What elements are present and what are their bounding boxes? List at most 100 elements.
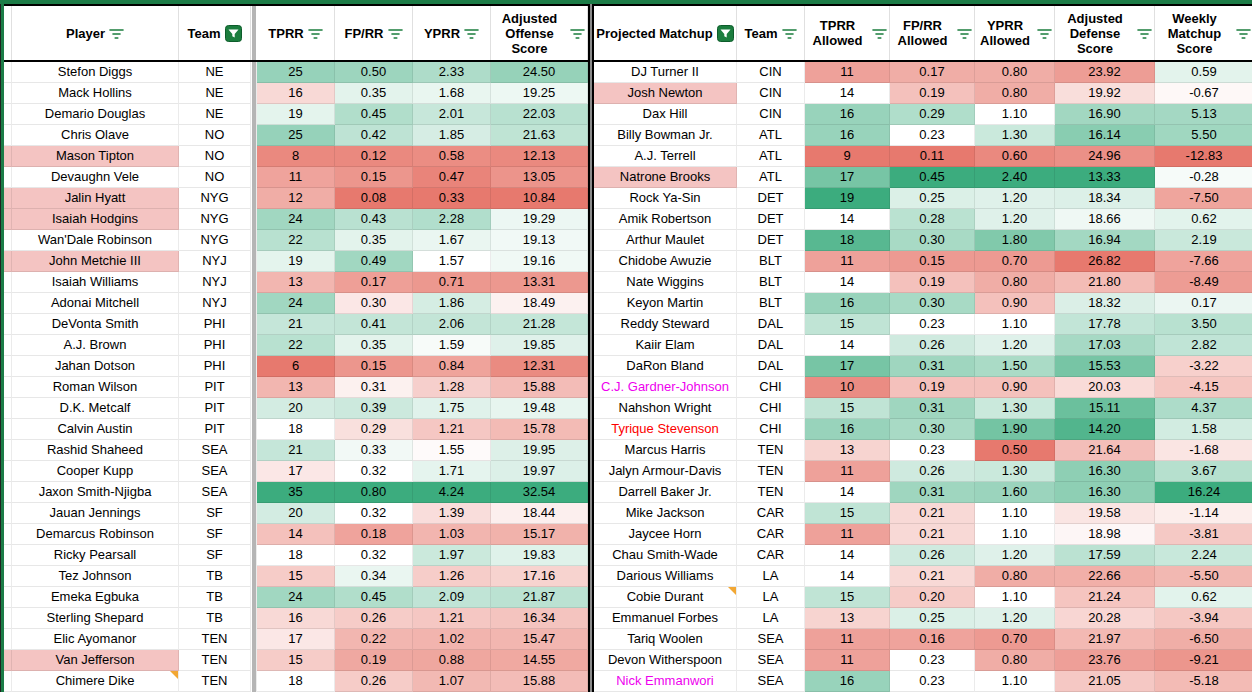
cell-adjusted-defense-score[interactable]: 18.34 (1055, 188, 1155, 209)
cell-projected-matchup[interactable]: Natrone Brooks (594, 167, 737, 188)
cell-adjusted-offense-score[interactable]: 21.63 (491, 125, 588, 146)
cell-projected-matchup[interactable]: Keyon Martin (594, 293, 737, 314)
cell-player[interactable]: John Metchie III (12, 251, 179, 272)
cell-yprr[interactable]: 1.68 (413, 83, 491, 104)
cell-yprr-allowed[interactable]: 0.80 (975, 272, 1055, 293)
header-fprr-allowed[interactable]: FP/RR Allowed (890, 6, 975, 60)
cell-fprr[interactable]: 0.19 (335, 650, 413, 671)
cell-weekly-matchup-score[interactable]: 0.62 (1155, 587, 1252, 608)
cell-adjusted-offense-score[interactable]: 21.28 (491, 314, 588, 335)
cell-player[interactable]: Devaughn Vele (12, 167, 179, 188)
cell-adjusted-defense-score[interactable]: 22.66 (1055, 566, 1155, 587)
cell-team[interactable]: SEA (179, 482, 251, 503)
cell-yprr-allowed[interactable]: 1.30 (975, 398, 1055, 419)
cell-team[interactable]: TEN (179, 671, 251, 692)
cell-player[interactable]: DeVonta Smith (12, 314, 179, 335)
cell-weekly-matchup-score[interactable]: 5.13 (1155, 104, 1252, 125)
cell-adjusted-defense-score[interactable]: 21.05 (1055, 671, 1155, 692)
cell-yprr[interactable]: 1.67 (413, 230, 491, 251)
cell-team[interactable]: TB (179, 587, 251, 608)
cell-team[interactable]: NYG (179, 230, 251, 251)
cell-team[interactable]: NYJ (179, 293, 251, 314)
cell-team[interactable]: NO (179, 146, 251, 167)
cell-tprr-allowed[interactable]: 17 (805, 167, 890, 188)
cell-projected-matchup[interactable]: Nahshon Wright (594, 398, 737, 419)
cell-fprr[interactable]: 0.08 (335, 188, 413, 209)
cell-fprr[interactable]: 0.42 (335, 125, 413, 146)
cell-player[interactable]: Chris Olave (12, 125, 179, 146)
cell-weekly-matchup-score[interactable]: 0.17 (1155, 293, 1252, 314)
cell-tprr-allowed[interactable]: 15 (805, 587, 890, 608)
cell-yprr[interactable]: 1.85 (413, 125, 491, 146)
cell-projected-matchup[interactable]: DaRon Bland (594, 356, 737, 377)
cell-team[interactable]: NYJ (179, 272, 251, 293)
cell-fprr-allowed[interactable]: 0.21 (890, 524, 975, 545)
cell-adjusted-offense-score[interactable]: 19.85 (491, 335, 588, 356)
cell-player[interactable]: Chimere Dike (12, 671, 179, 692)
cell-adjusted-defense-score[interactable]: 23.92 (1055, 62, 1155, 83)
cell-tprr-allowed[interactable]: 11 (805, 629, 890, 650)
cell-team[interactable]: NYJ (179, 251, 251, 272)
cell-adjusted-offense-score[interactable]: 14.55 (491, 650, 588, 671)
cell-weekly-matchup-score[interactable]: -6.50 (1155, 629, 1252, 650)
cell-projected-matchup[interactable]: Emmanuel Forbes (594, 608, 737, 629)
cell-fprr[interactable]: 0.29 (335, 419, 413, 440)
cell-tprr-allowed[interactable]: 11 (805, 650, 890, 671)
cell-projected-matchup[interactable]: Dax Hill (594, 104, 737, 125)
filter-lines-icon[interactable] (109, 27, 124, 40)
cell-tprr[interactable]: 17 (257, 461, 335, 482)
filter-lines-icon[interactable] (464, 27, 479, 40)
cell-adjusted-defense-score[interactable]: 20.28 (1055, 608, 1155, 629)
header-team[interactable]: Team (737, 6, 805, 60)
cell-projected-matchup[interactable]: Devon Witherspoon (594, 650, 737, 671)
cell-tprr[interactable]: 24 (257, 293, 335, 314)
cell-player[interactable]: Mack Hollins (12, 83, 179, 104)
cell-weekly-matchup-score[interactable]: -7.50 (1155, 188, 1252, 209)
cell-yprr[interactable]: 0.58 (413, 146, 491, 167)
cell-team[interactable]: PIT (179, 398, 251, 419)
cell-team[interactable]: BLT (737, 293, 805, 314)
cell-tprr[interactable]: 17 (257, 629, 335, 650)
cell-tprr[interactable]: 6 (257, 356, 335, 377)
cell-adjusted-defense-score[interactable]: 16.14 (1055, 125, 1155, 146)
cell-fprr[interactable]: 0.49 (335, 251, 413, 272)
cell-fprr[interactable]: 0.17 (335, 272, 413, 293)
header-tprr[interactable]: TPRR (257, 6, 335, 60)
cell-adjusted-offense-score[interactable]: 19.95 (491, 440, 588, 461)
cell-projected-matchup[interactable]: Cobie Durant (594, 587, 737, 608)
cell-tprr[interactable]: 18 (257, 671, 335, 692)
cell-weekly-matchup-score[interactable]: -4.15 (1155, 377, 1252, 398)
cell-tprr-allowed[interactable]: 14 (805, 482, 890, 503)
cell-fprr[interactable]: 0.22 (335, 629, 413, 650)
cell-tprr-allowed[interactable]: 14 (805, 335, 890, 356)
cell-adjusted-defense-score[interactable]: 18.66 (1055, 209, 1155, 230)
cell-fprr-allowed[interactable]: 0.30 (890, 419, 975, 440)
cell-fprr[interactable]: 0.45 (335, 587, 413, 608)
cell-projected-matchup[interactable]: Josh Newton (594, 83, 737, 104)
cell-team[interactable]: ATL (737, 125, 805, 146)
cell-adjusted-defense-score[interactable]: 17.59 (1055, 545, 1155, 566)
cell-tprr[interactable]: 25 (257, 125, 335, 146)
header-weekly-matchup-score[interactable]: Weekly Matchup Score (1155, 6, 1252, 60)
cell-adjusted-offense-score[interactable]: 22.03 (491, 104, 588, 125)
cell-player[interactable]: Cooper Kupp (12, 461, 179, 482)
filter-lines-icon[interactable] (1037, 27, 1052, 40)
cell-adjusted-defense-score[interactable]: 26.82 (1055, 251, 1155, 272)
cell-adjusted-offense-score[interactable]: 19.16 (491, 251, 588, 272)
cell-adjusted-offense-score[interactable]: 19.25 (491, 83, 588, 104)
cell-adjusted-offense-score[interactable]: 17.16 (491, 566, 588, 587)
cell-team[interactable]: CHI (737, 398, 805, 419)
cell-tprr-allowed[interactable]: 15 (805, 314, 890, 335)
filter-filled-icon[interactable] (717, 25, 734, 42)
cell-adjusted-offense-score[interactable]: 21.87 (491, 587, 588, 608)
cell-team[interactable]: SEA (179, 461, 251, 482)
cell-fprr[interactable]: 0.80 (335, 482, 413, 503)
cell-fprr-allowed[interactable]: 0.19 (890, 83, 975, 104)
filter-lines-icon[interactable] (1236, 27, 1251, 40)
cell-weekly-matchup-score[interactable]: -12.83 (1155, 146, 1252, 167)
cell-projected-matchup[interactable]: Jalyn Armour-Davis (594, 461, 737, 482)
cell-team[interactable]: SEA (737, 671, 805, 692)
cell-fprr[interactable]: 0.30 (335, 293, 413, 314)
cell-team[interactable]: SEA (737, 650, 805, 671)
cell-player[interactable]: Jaxon Smith-Njigba (12, 482, 179, 503)
